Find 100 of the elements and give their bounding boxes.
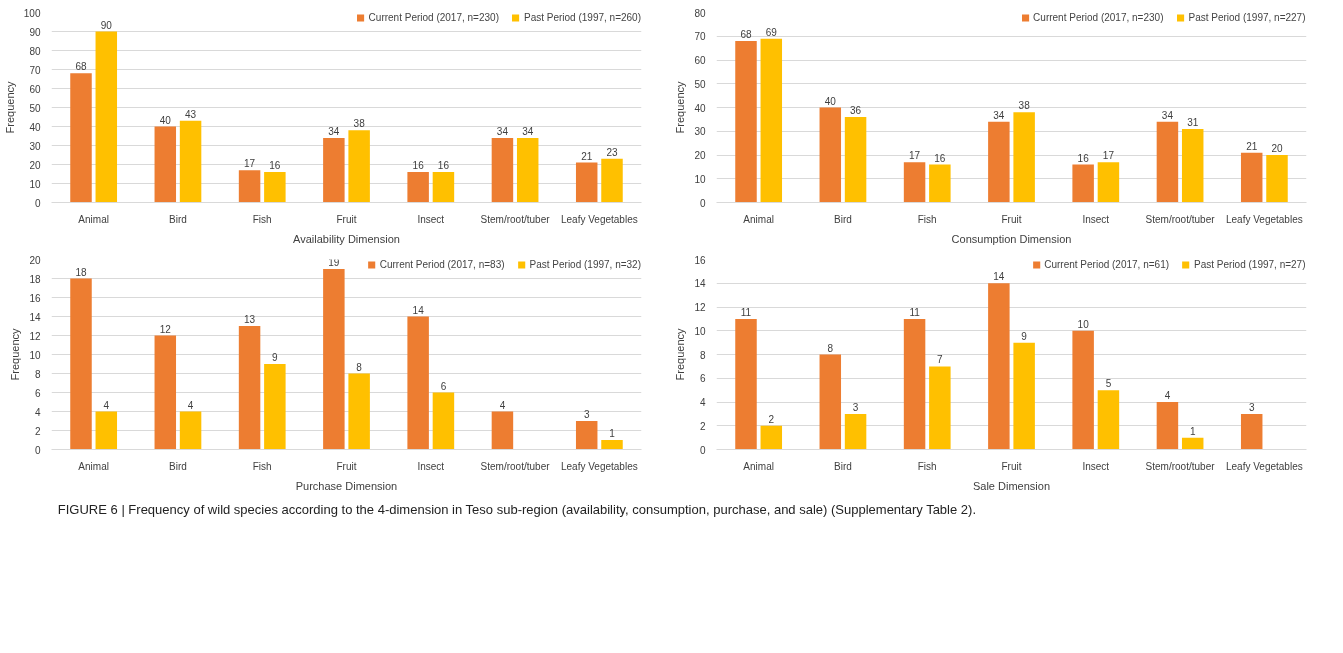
- y-tick-label: 10: [693, 325, 706, 337]
- y-tick-label: 14: [29, 311, 41, 323]
- x-tick-label: Fish: [252, 213, 272, 225]
- data-label: 3: [852, 401, 859, 413]
- y-tick-label: 20: [693, 150, 706, 161]
- y-tick-label: 16: [29, 292, 41, 304]
- x-axis-title: Availability Dimension: [293, 232, 400, 245]
- data-label: 1: [609, 428, 616, 439]
- data-label: 8: [356, 361, 363, 373]
- data-label: 69: [765, 26, 777, 38]
- y-tick-label: 10: [29, 178, 41, 190]
- y-axis-title: Frequency: [9, 328, 22, 381]
- y-axis-title: Frequency: [3, 81, 16, 134]
- y-tick-label: 2: [34, 425, 41, 437]
- y-tick-label: 2: [699, 420, 706, 432]
- data-label: 10: [1077, 318, 1089, 330]
- y-tick-label: 40: [29, 121, 41, 133]
- x-axis-title: Purchase Dimension: [295, 479, 398, 492]
- y-tick-label: 0: [699, 444, 706, 456]
- y-tick-label: 80: [29, 45, 41, 57]
- y-tick-label: 14: [693, 278, 706, 290]
- x-tick-label: Fish: [917, 213, 937, 225]
- y-axis-title: Frequency: [673, 81, 686, 134]
- y-tick-label: 0: [34, 444, 41, 456]
- caption: FIGURE 6 | Frequency of wild species according to the 4-dimension in Teso sub-region (availability, consumption, purchase, and sale) (Supplementary Table 2).: [57, 502, 977, 517]
- data-label: 21: [1245, 140, 1258, 152]
- x-tick-label: Fish: [252, 460, 272, 472]
- y-tick-label: 16: [693, 254, 706, 266]
- data-label: 3: [1248, 401, 1255, 413]
- data-label: 8: [827, 342, 833, 354]
- data-label: 40: [824, 95, 836, 107]
- data-label: 21: [581, 150, 593, 162]
- y-tick-label: 6: [699, 373, 706, 385]
- data-label: 4: [1164, 390, 1171, 401]
- y-tick-label: 10: [693, 173, 706, 185]
- y-tick-label: 20: [29, 254, 41, 266]
- y-tick-label: 70: [29, 64, 41, 76]
- y-tick-label: 70: [693, 31, 706, 43]
- x-tick-label: Insect: [1081, 460, 1109, 472]
- x-axis-title: Sale Dimension: [972, 479, 1050, 492]
- x-tick-label: Fruit: [1001, 460, 1022, 472]
- legend-label: Past Period (1997, n=260): [523, 12, 641, 23]
- data-label: 34: [1161, 109, 1173, 121]
- y-tick-label: 90: [29, 26, 41, 38]
- data-label: 9: [1020, 330, 1027, 342]
- data-label: 31: [1186, 116, 1199, 128]
- y-tick-label: 100: [23, 7, 41, 19]
- x-tick-label: Insect: [417, 460, 445, 472]
- x-tick-label: Animal: [742, 460, 774, 472]
- data-label: 5: [1105, 378, 1112, 390]
- data-label: 4: [103, 399, 110, 411]
- data-label: 1: [1189, 425, 1196, 437]
- y-tick-label: 10: [29, 349, 41, 361]
- x-tick-label: Animal: [78, 460, 109, 472]
- legend-label: Current Period (2017, n=230): [1033, 12, 1164, 23]
- data-label: 13: [244, 314, 256, 325]
- data-label: 16: [1077, 152, 1089, 164]
- y-tick-label: 12: [29, 330, 41, 342]
- data-label: 34: [496, 125, 509, 137]
- legend-label: Past Period (1997, n=27): [1194, 259, 1306, 270]
- x-tick-label: Fish: [917, 460, 937, 472]
- x-tick-label: Leafy Vegetables: [1225, 460, 1303, 472]
- x-tick-label: Bird: [833, 460, 852, 472]
- y-tick-label: 0: [699, 197, 706, 209]
- y-tick-label: 6: [34, 387, 41, 399]
- data-label: 68: [75, 61, 87, 73]
- y-tick-label: 30: [693, 126, 706, 138]
- data-label: 16: [412, 160, 425, 172]
- x-tick-label: Stem/root/tuber: [1145, 213, 1215, 225]
- y-tick-label: 60: [693, 55, 706, 66]
- y-tick-label: 0: [34, 197, 41, 209]
- data-label: 12: [159, 323, 172, 335]
- y-tick-label: 80: [693, 7, 706, 19]
- data-label: 16: [933, 152, 946, 164]
- data-label: 38: [1018, 100, 1030, 112]
- x-tick-label: Bird: [169, 213, 187, 225]
- x-tick-label: Bird: [169, 460, 187, 472]
- data-label: 16: [269, 160, 281, 172]
- x-tick-label: Bird: [833, 213, 852, 225]
- data-label: 11: [740, 306, 752, 318]
- data-label: 68: [739, 29, 752, 40]
- y-tick-label: 8: [34, 368, 41, 380]
- x-tick-label: Animal: [742, 213, 774, 225]
- data-label: 23: [606, 146, 618, 158]
- y-tick-label: 4: [699, 397, 706, 408]
- x-tick-label: Stem/root/tuber: [1145, 460, 1215, 472]
- data-label: 4: [499, 399, 506, 411]
- data-label: 7: [936, 354, 943, 366]
- data-label: 40: [159, 114, 172, 126]
- data-label: 14: [412, 304, 425, 316]
- y-tick-label: 60: [29, 83, 41, 95]
- x-tick-label: Stem/root/tuber: [480, 213, 551, 225]
- y-tick-label: 40: [693, 102, 706, 114]
- data-label: 14: [992, 271, 1005, 283]
- data-label: 18: [75, 266, 87, 278]
- x-axis-title: Consumption Dimension: [951, 232, 1071, 245]
- data-label: 17: [908, 150, 921, 162]
- data-label: 2: [768, 413, 774, 425]
- data-label: 43: [185, 108, 197, 120]
- data-label: 20: [1270, 143, 1283, 154]
